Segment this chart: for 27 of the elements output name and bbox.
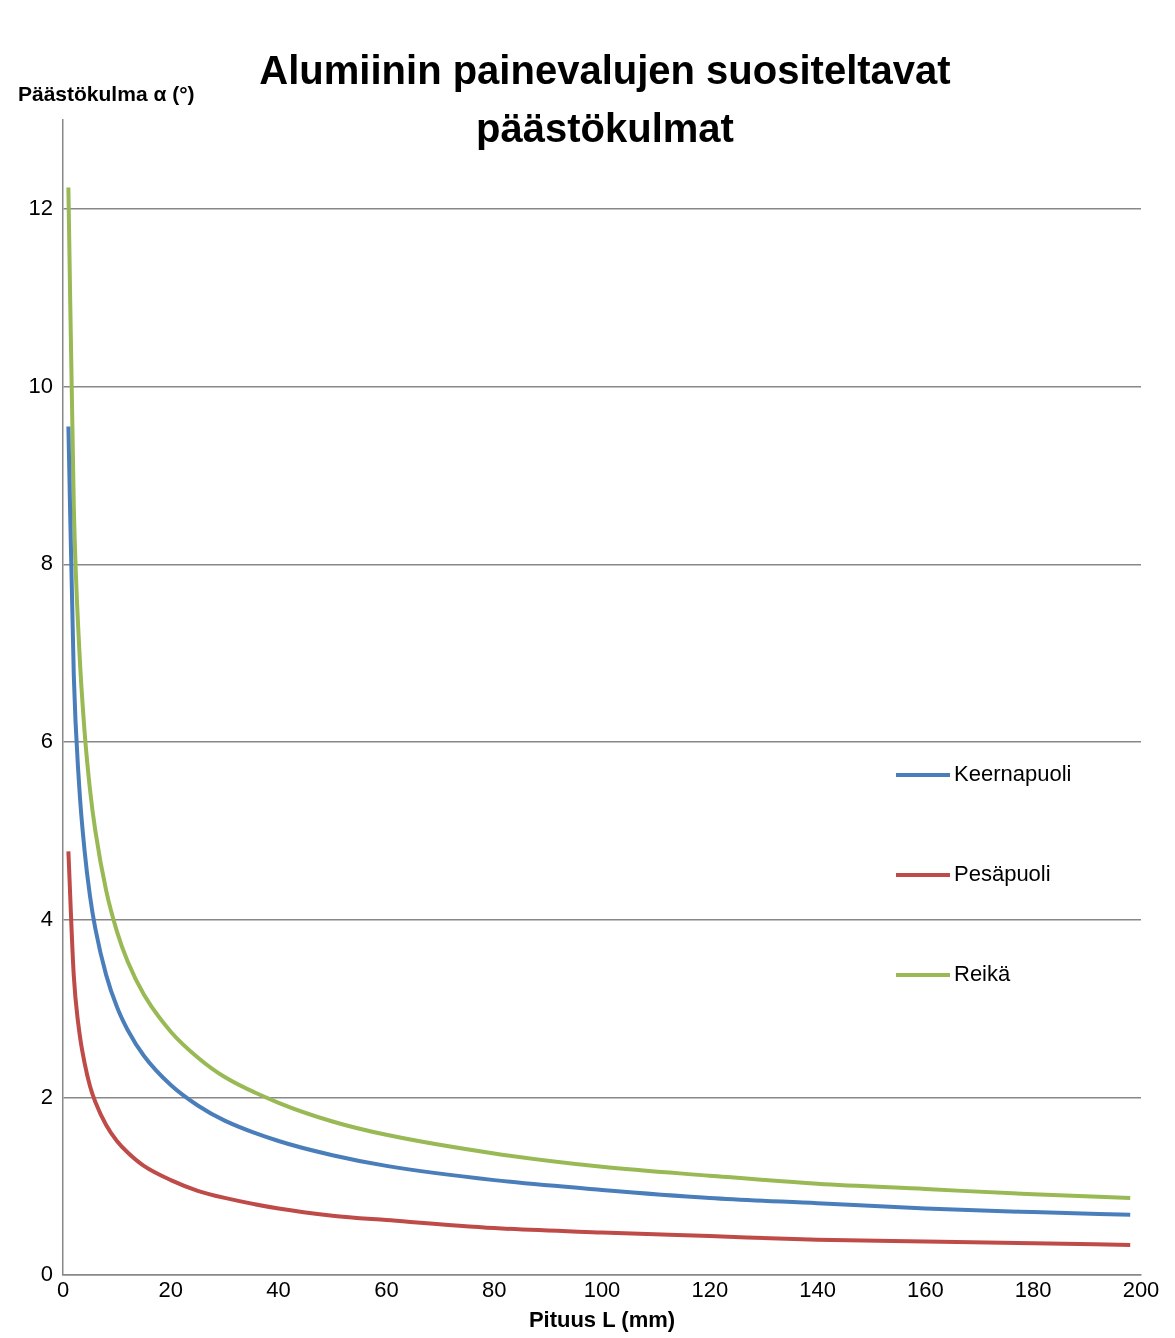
y-tick-label: 12 [28, 194, 53, 220]
x-tick-label: 80 [481, 1277, 507, 1303]
line-series [66, 424, 1133, 1217]
y-tick-label: 4 [40, 905, 53, 931]
x-tick-label: 100 [583, 1277, 621, 1303]
y-tick-label: 10 [28, 372, 53, 398]
y-tick-label: 6 [40, 728, 53, 754]
x-axis-title: Pituus L (mm) [528, 1306, 676, 1332]
x-tick-label: 200 [1122, 1277, 1160, 1303]
x-tick-label: 160 [907, 1277, 944, 1303]
x-tick-label: 20 [158, 1277, 184, 1303]
x-tick-label: 120 [691, 1277, 729, 1303]
legend-label: Pesäpuoli [954, 861, 1051, 887]
x-tick-label: 40 [266, 1277, 291, 1303]
line-series [66, 185, 1133, 1200]
chart-title: Alumiinin painevalujen suositeltavat päästökulmat [259, 48, 951, 150]
y-tick-label: 2 [40, 1083, 53, 1109]
x-tick-label: 60 [374, 1277, 399, 1303]
x-tick-label: 180 [1014, 1277, 1052, 1303]
y-tick-label: 8 [40, 550, 53, 576]
y-tick-label: 0 [40, 1261, 53, 1287]
y-axis-title: Päästökulma α (°) [18, 82, 195, 105]
line-series [66, 849, 1133, 1247]
legend-label: Reikä [954, 961, 1012, 987]
x-tick-label: 140 [799, 1277, 836, 1303]
x-tick-label: 0 [56, 1277, 70, 1303]
legend-label: Keernapuoli [954, 761, 1072, 787]
